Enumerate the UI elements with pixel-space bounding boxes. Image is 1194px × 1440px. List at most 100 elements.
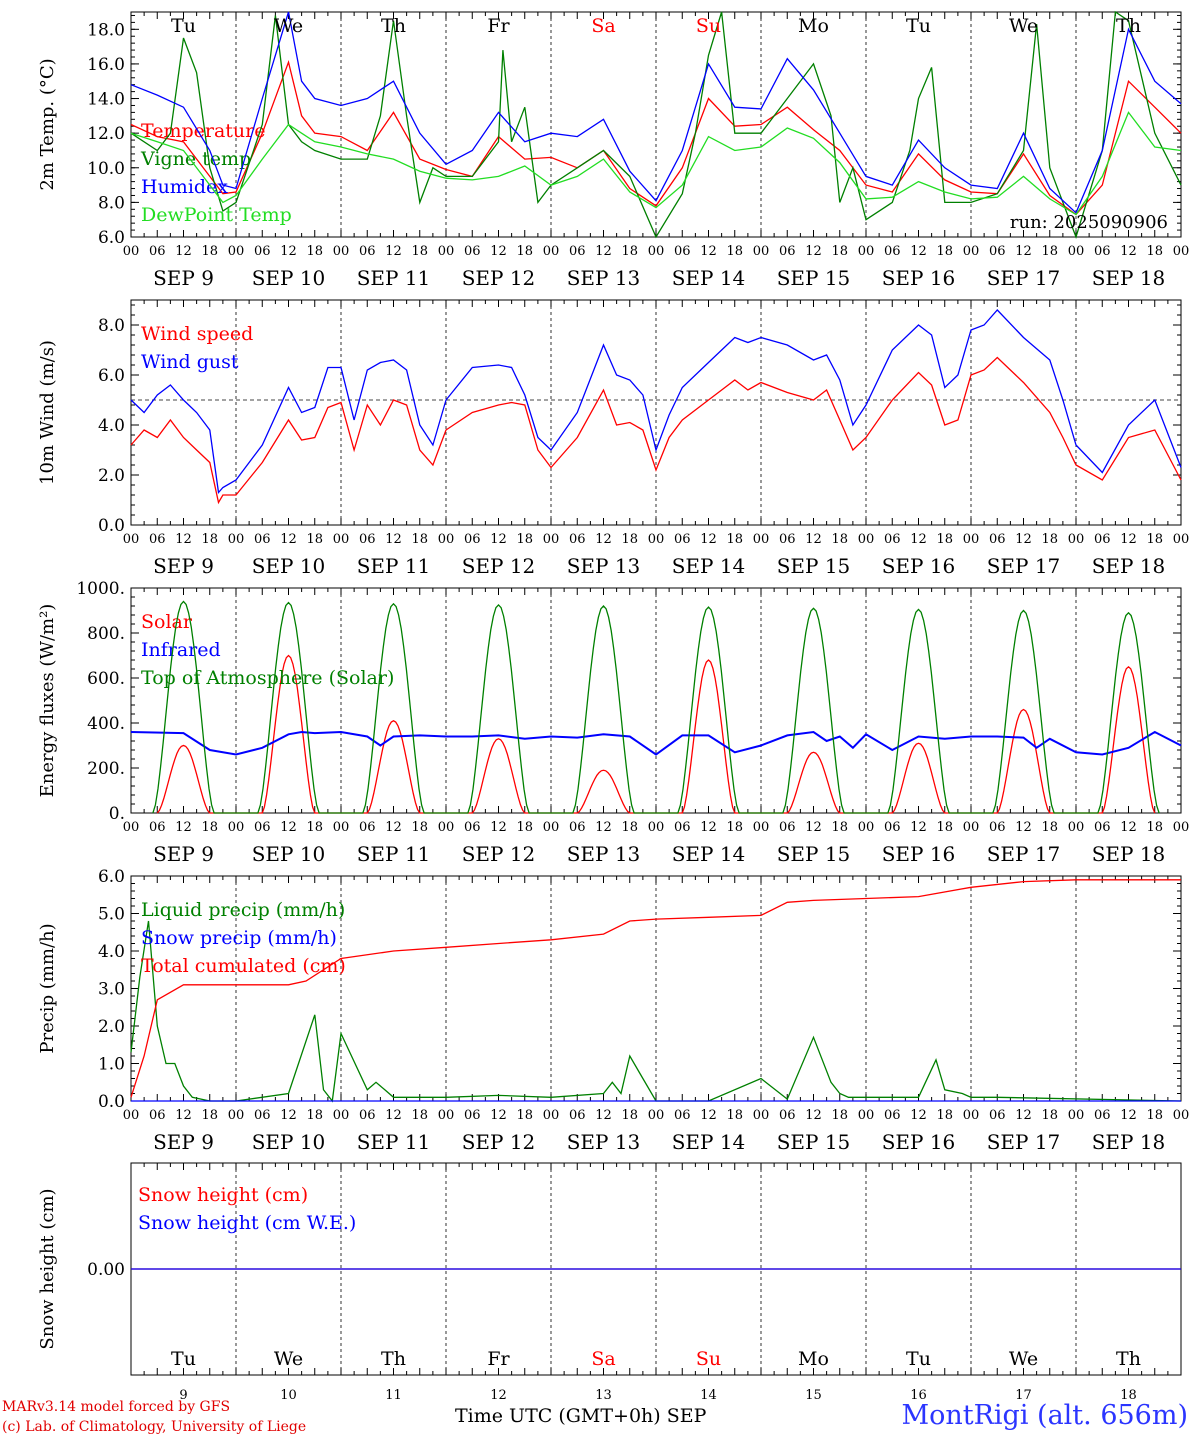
hour-tick-label: 06 bbox=[569, 532, 586, 547]
day-name-label: Fr bbox=[487, 15, 510, 37]
y-tick-label: 0.0 bbox=[98, 1092, 125, 1112]
date-label: SEP 9 bbox=[153, 1130, 214, 1154]
hour-tick-label: 12 bbox=[595, 820, 612, 835]
hour-tick-label: 12 bbox=[1120, 244, 1137, 259]
date-label: SEP 11 bbox=[357, 842, 431, 866]
panel-5: 0.00 Snow height (cm) Snow height (cm) Snow… bbox=[37, 1162, 1182, 1403]
hour-tick-label: 06 bbox=[989, 820, 1006, 835]
hour-tick-label: 06 bbox=[464, 1108, 481, 1123]
date-label: SEP 15 bbox=[777, 1130, 851, 1154]
y-tick-label: 800. bbox=[87, 624, 125, 644]
hour-tick-label: 12 bbox=[490, 244, 507, 259]
hour-tick-label: 00 bbox=[1173, 532, 1190, 547]
hour-tick-label: 06 bbox=[464, 532, 481, 547]
date-label: SEP 13 bbox=[567, 554, 641, 578]
hour-tick-label: 00 bbox=[858, 1108, 875, 1123]
legend-entry: Snow precip (mm/h) bbox=[141, 927, 337, 949]
hour-tick-label: 06 bbox=[989, 532, 1006, 547]
legend-entry: Wind speed bbox=[141, 323, 253, 345]
legend-entry: Snow height (cm W.E.) bbox=[138, 1212, 356, 1234]
hour-tick-label: 18 bbox=[306, 1108, 323, 1123]
hour-tick-label: 12 bbox=[175, 1108, 192, 1123]
day-number-label: 14 bbox=[700, 1388, 717, 1403]
y-tick-label: 4.0 bbox=[98, 416, 125, 436]
hour-tick-label: 12 bbox=[280, 532, 297, 547]
hour-tick-label: 18 bbox=[306, 820, 323, 835]
hour-tick-label: 12 bbox=[385, 244, 402, 259]
hour-tick-label: 00 bbox=[1173, 244, 1190, 259]
series-line-liquid-precip-mm-h- bbox=[130, 920, 1182, 1103]
day-name-label: Sa bbox=[591, 1348, 615, 1370]
date-label: SEP 18 bbox=[1092, 842, 1166, 866]
y-tick-label: 6.0 bbox=[98, 366, 125, 386]
date-label: SEP 13 bbox=[567, 1130, 641, 1154]
hour-tick-label: 00 bbox=[543, 1108, 560, 1123]
hour-tick-label: 06 bbox=[569, 820, 586, 835]
hour-tick-label: 18 bbox=[516, 820, 533, 835]
hour-tick-label: 12 bbox=[385, 532, 402, 547]
hour-tick-label: 06 bbox=[779, 820, 796, 835]
day-number-label: 12 bbox=[490, 1388, 507, 1403]
y-tick-label: 4.0 bbox=[98, 942, 125, 962]
day-name-label: We bbox=[274, 15, 303, 37]
hour-tick-label: 06 bbox=[989, 244, 1006, 259]
hour-tick-label: 00 bbox=[333, 820, 350, 835]
lab-credit: (c) Lab. of Climatology, University of L… bbox=[2, 1419, 307, 1435]
date-label: SEP 10 bbox=[252, 842, 326, 866]
hour-tick-label: 18 bbox=[831, 1108, 848, 1123]
hour-tick-label: 12 bbox=[1120, 532, 1137, 547]
hour-tick-label: 18 bbox=[1041, 532, 1058, 547]
date-label: SEP 10 bbox=[252, 266, 326, 290]
hour-tick-label: 18 bbox=[1041, 820, 1058, 835]
hour-tick-label: 00 bbox=[1173, 1108, 1190, 1123]
hour-tick-label: 12 bbox=[910, 820, 927, 835]
hour-tick-label: 18 bbox=[621, 244, 638, 259]
hour-tick-label: 12 bbox=[1015, 532, 1032, 547]
hour-tick-label: 06 bbox=[254, 532, 271, 547]
hour-tick-label: 00 bbox=[648, 532, 665, 547]
date-label: SEP 14 bbox=[672, 1130, 746, 1154]
hour-tick-label: 06 bbox=[779, 1108, 796, 1123]
y-tick-label: 14.0 bbox=[87, 90, 125, 110]
hour-tick-label: 18 bbox=[201, 532, 218, 547]
date-label: SEP 17 bbox=[987, 266, 1061, 290]
y-tick-label: 1.0 bbox=[98, 1055, 125, 1075]
hour-tick-label: 00 bbox=[858, 820, 875, 835]
hour-tick-label: 00 bbox=[543, 532, 560, 547]
y-tick-label: 6.0 bbox=[98, 867, 125, 887]
hour-tick-label: 00 bbox=[648, 244, 665, 259]
hour-tick-label: 18 bbox=[831, 532, 848, 547]
hour-tick-label: 18 bbox=[726, 532, 743, 547]
hour-tick-label: 18 bbox=[306, 244, 323, 259]
hour-tick-label: 06 bbox=[884, 532, 901, 547]
hour-tick-label: 00 bbox=[753, 1108, 770, 1123]
hour-tick-label: 00 bbox=[648, 820, 665, 835]
hour-tick-label: 18 bbox=[411, 820, 428, 835]
date-label: SEP 17 bbox=[987, 842, 1061, 866]
hour-tick-label: 00 bbox=[333, 532, 350, 547]
series-line-top-of-atmosphere-solar- bbox=[152, 600, 1160, 814]
hour-tick-label: 12 bbox=[280, 1108, 297, 1123]
y-tick-label: 2.0 bbox=[98, 1017, 125, 1037]
day-name-label: Th bbox=[381, 1348, 406, 1370]
legend-entry: Wind gust bbox=[141, 351, 239, 373]
hour-tick-label: 06 bbox=[779, 244, 796, 259]
hour-tick-label: 12 bbox=[910, 532, 927, 547]
hour-tick-label: 06 bbox=[149, 820, 166, 835]
hour-tick-label: 00 bbox=[963, 820, 980, 835]
hour-tick-label: 12 bbox=[595, 532, 612, 547]
hour-tick-label: 00 bbox=[438, 244, 455, 259]
hour-tick-label: 12 bbox=[910, 1108, 927, 1123]
date-label: SEP 16 bbox=[882, 266, 956, 290]
day-number-label: 10 bbox=[280, 1388, 297, 1403]
y-tick-label: 3.0 bbox=[98, 980, 125, 1000]
hour-tick-label: 00 bbox=[1068, 244, 1085, 259]
day-number-label: 18 bbox=[1120, 1388, 1137, 1403]
hour-tick-label: 18 bbox=[201, 1108, 218, 1123]
date-label: SEP 9 bbox=[153, 554, 214, 578]
legend-entry: Total cumulated (cm) bbox=[141, 955, 346, 977]
day-name-label: Su bbox=[696, 1348, 721, 1370]
y-tick-label: 5.0 bbox=[98, 905, 125, 925]
hour-tick-label: 18 bbox=[411, 244, 428, 259]
